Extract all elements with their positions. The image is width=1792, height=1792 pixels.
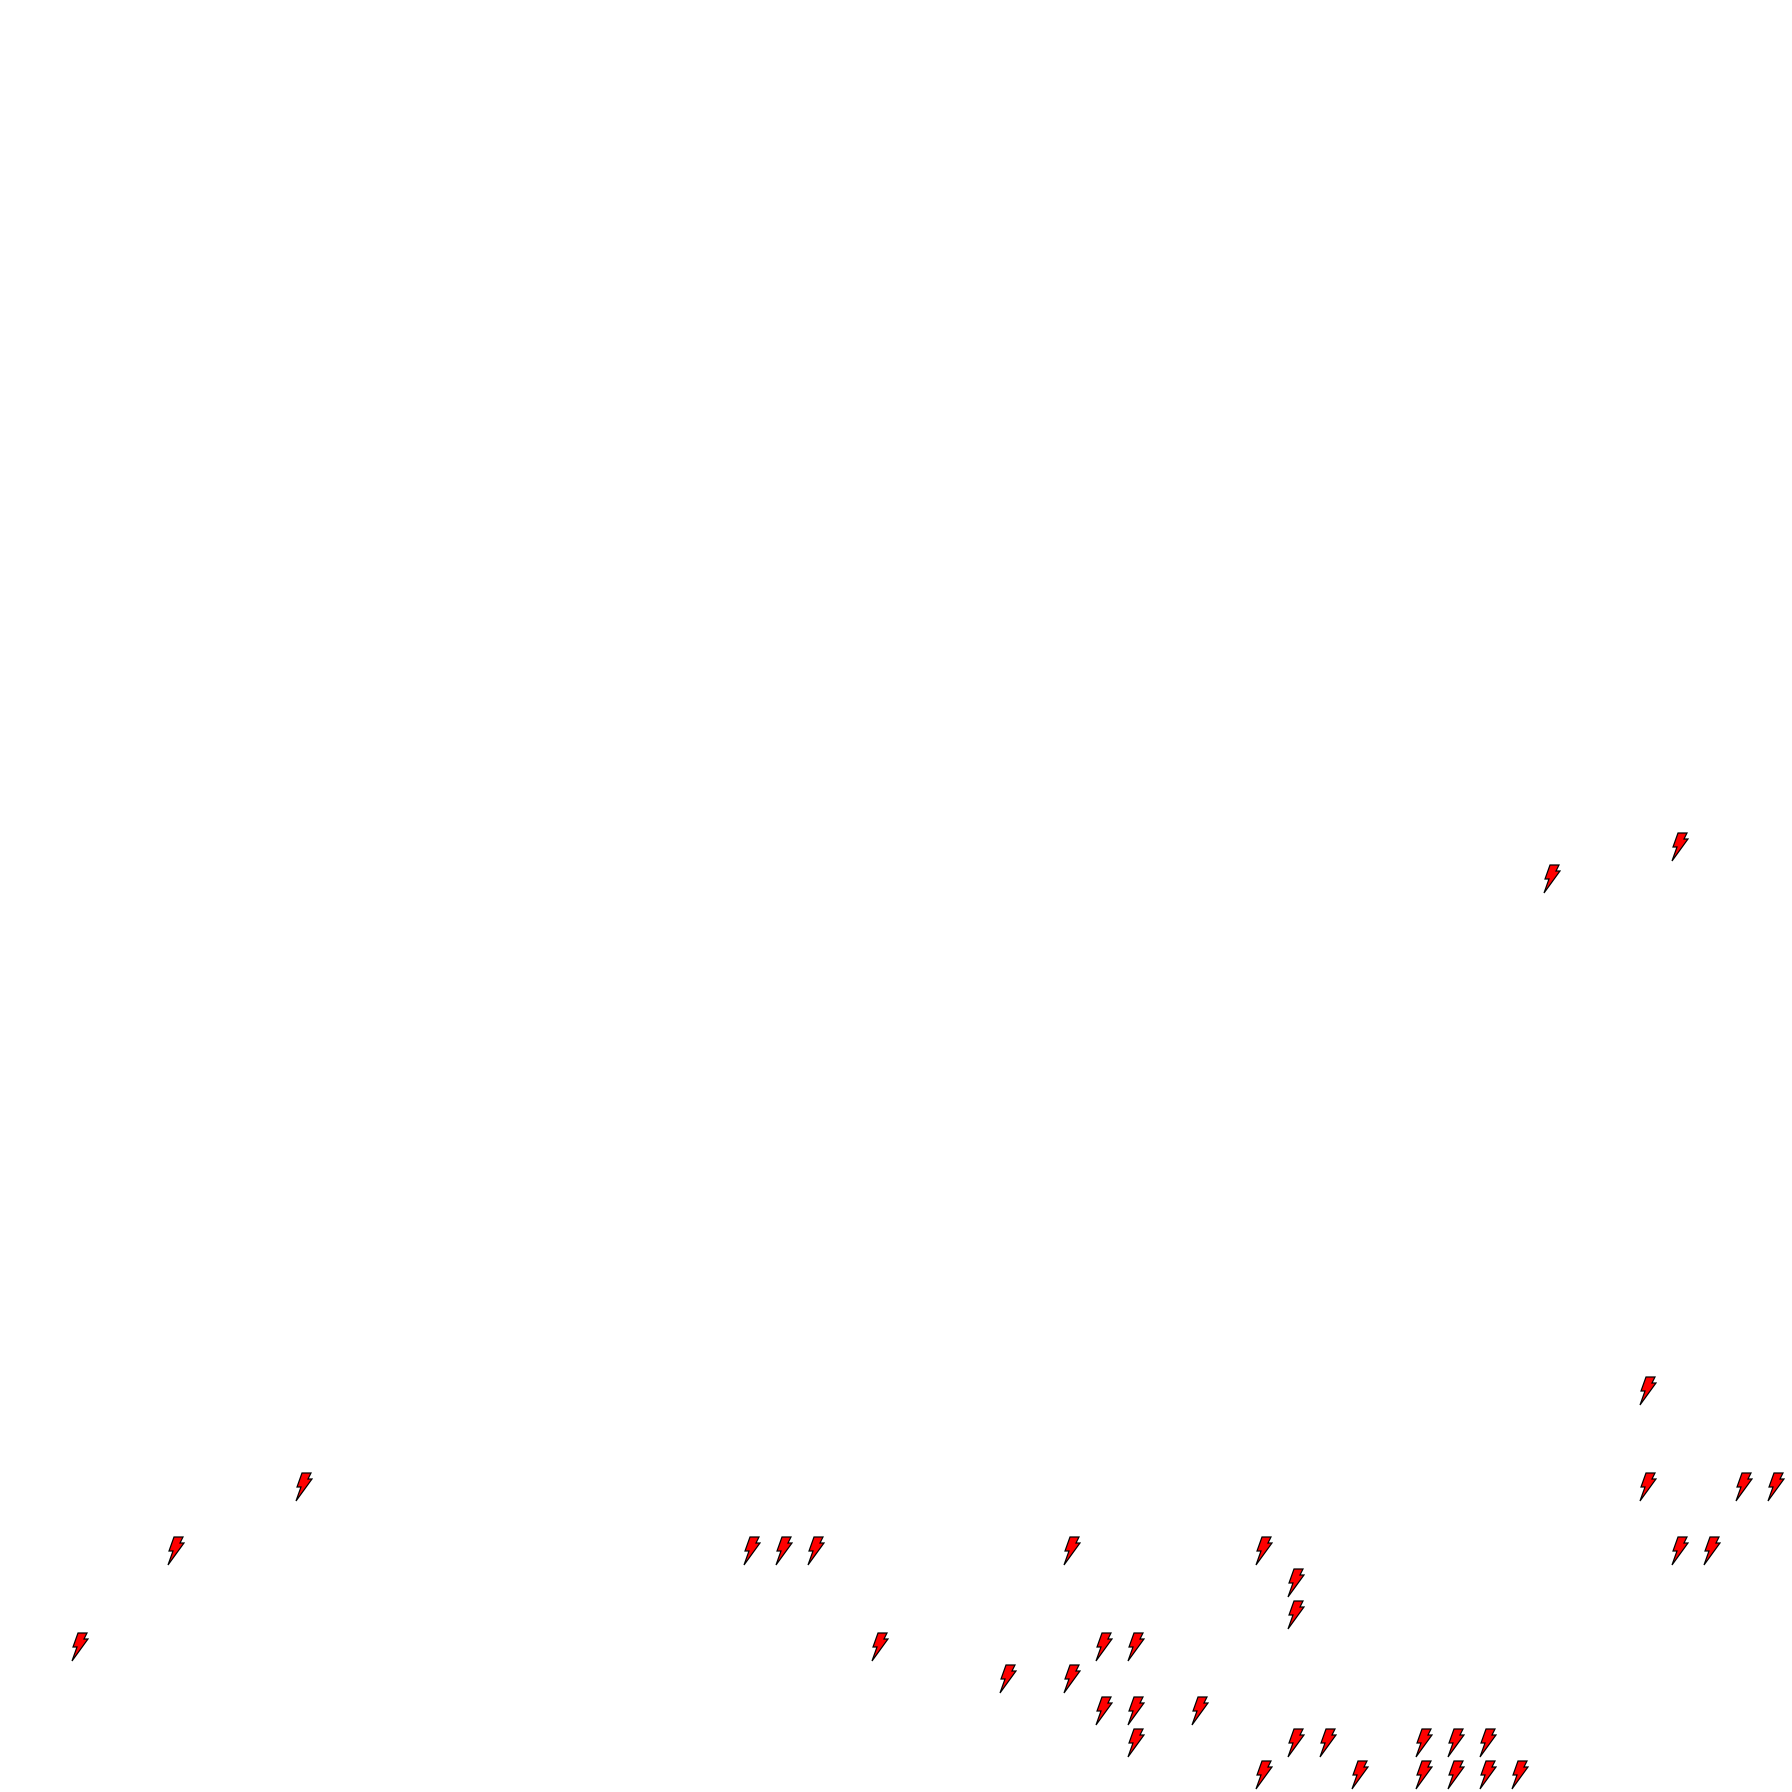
lightning-bolt-icon [1127,1728,1145,1758]
lightning-bolt-icon [1287,1568,1305,1598]
lightning-bolt-icon [1479,1760,1497,1790]
lightning-bolt-icon [1671,1536,1689,1566]
lightning-bolt-icon [1703,1536,1721,1566]
lightning-bolt-icon [1447,1760,1465,1790]
lightning-bolt-icon [1287,1600,1305,1630]
lightning-bolt-icon [1351,1760,1369,1790]
lightning-bolt-icon [743,1536,761,1566]
lightning-bolt-icon [1511,1760,1529,1790]
lightning-bolt-icon [1255,1536,1273,1566]
lightning-bolt-icon [295,1472,313,1502]
lightning-bolt-icon [1415,1760,1433,1790]
lightning-bolt-icon [1415,1728,1433,1758]
lightning-bolt-icon [999,1664,1017,1694]
lightning-bolt-icon [1191,1696,1209,1726]
lightning-bolt-icon [1735,1472,1753,1502]
lightning-bolt-icon [1639,1472,1657,1502]
lightning-bolt-icon [71,1632,89,1662]
lightning-bolt-icon [1127,1632,1145,1662]
lightning-bolt-icon [1543,864,1561,894]
lightning-bolt-icon [871,1632,889,1662]
lightning-bolt-icon [1447,1728,1465,1758]
lightning-bolt-icon [1095,1696,1113,1726]
lightning-bolt-icon [1095,1632,1113,1662]
lightning-bolt-icon [1127,1696,1145,1726]
lightning-bolt-icon [1767,1472,1785,1502]
lightning-bolt-icon [1063,1536,1081,1566]
lightning-bolt-icon [1287,1728,1305,1758]
lightning-bolt-icon [807,1536,825,1566]
lightning-bolt-icon [1319,1728,1337,1758]
lightning-bolt-icon [1671,832,1689,862]
lightning-bolt-icon [1639,1376,1657,1406]
lightning-bolt-icon [1479,1728,1497,1758]
lightning-bolt-icon [775,1536,793,1566]
lightning-bolt-icon [1255,1760,1273,1790]
lightning-bolt-icon [167,1536,185,1566]
lightning-bolt-icon [1063,1664,1081,1694]
